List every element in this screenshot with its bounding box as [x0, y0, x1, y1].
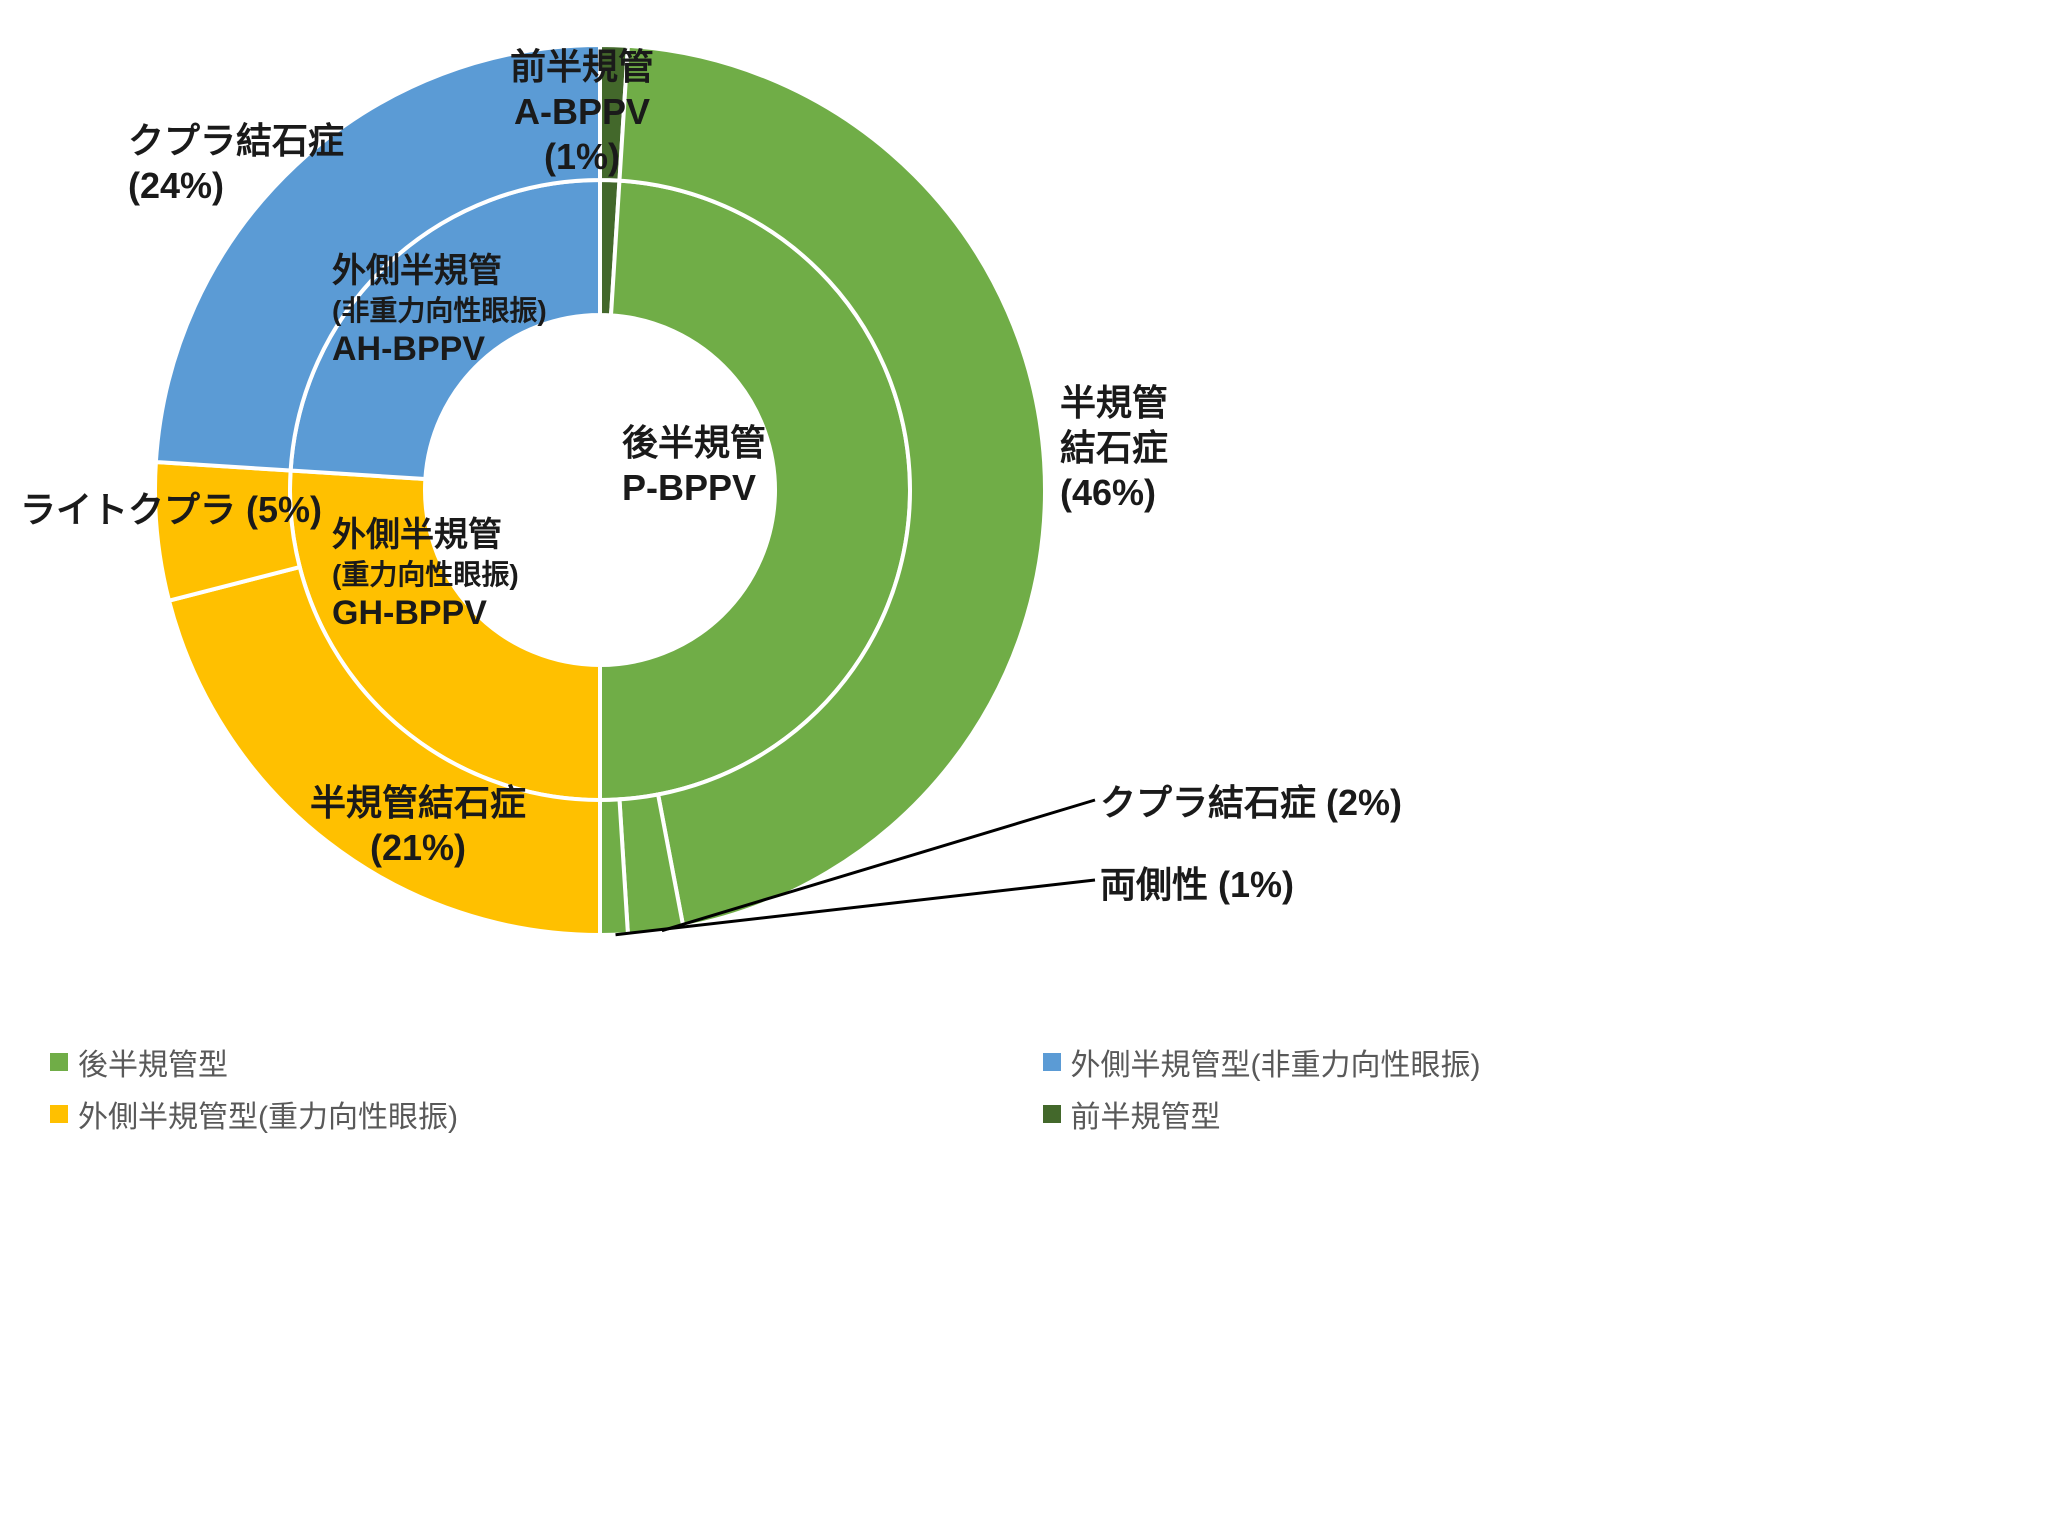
donut-chart-container: 前半規管 A-BPPV (1%) 後半規管 P-BPPV 外側半規管 (重力向性… — [20, 20, 1300, 1030]
legend-swatch — [1043, 1053, 1061, 1071]
outer-label-lightcupula-5: ライトクプラ (5%) — [20, 487, 322, 532]
outer-label-bilateral-1: 両側性 (1%) — [1100, 862, 1294, 907]
legend: 後半規管型 外側半規管型(非重力向性眼振) 外側半規管型(重力向性眼振) 前半規管型 — [20, 1030, 2025, 1136]
legend-item: 外側半規管型(重力向性眼振) — [50, 1092, 1003, 1136]
inner-label-anterior: 前半規管 A-BPPV (1%) — [510, 44, 654, 179]
legend-label: 外側半規管型(非重力向性眼振) — [1071, 1040, 1481, 1084]
inner-label-lateral-ah: 外側半規管 (非重力向性眼振) AH-BPPV — [332, 250, 547, 370]
outer-label-cupulo-2: クプラ結石症 (2%) — [1100, 780, 1402, 825]
legend-swatch — [50, 1105, 68, 1123]
outer-label-canalith-46: 半規管 結石症 (46%) — [1060, 380, 1168, 515]
outer-label-cupulo-24: クプラ結石症 (24%) — [128, 118, 344, 208]
legend-item: 前半規管型 — [1043, 1092, 1996, 1136]
legend-label: 後半規管型 — [78, 1040, 228, 1084]
legend-item: 後半規管型 — [50, 1040, 1003, 1084]
legend-label: 外側半規管型(重力向性眼振) — [78, 1092, 458, 1136]
legend-item: 外側半規管型(非重力向性眼振) — [1043, 1040, 1996, 1084]
legend-swatch — [1043, 1105, 1061, 1123]
inner-label-lateral-gh: 外側半規管 (重力向性眼振) GH-BPPV — [332, 514, 519, 634]
outer-label-canalith-21: 半規管結石症 (21%) — [310, 780, 526, 870]
inner-label-posterior: 後半規管 P-BPPV — [622, 420, 766, 510]
legend-label: 前半規管型 — [1071, 1092, 1221, 1136]
legend-swatch — [50, 1053, 68, 1071]
